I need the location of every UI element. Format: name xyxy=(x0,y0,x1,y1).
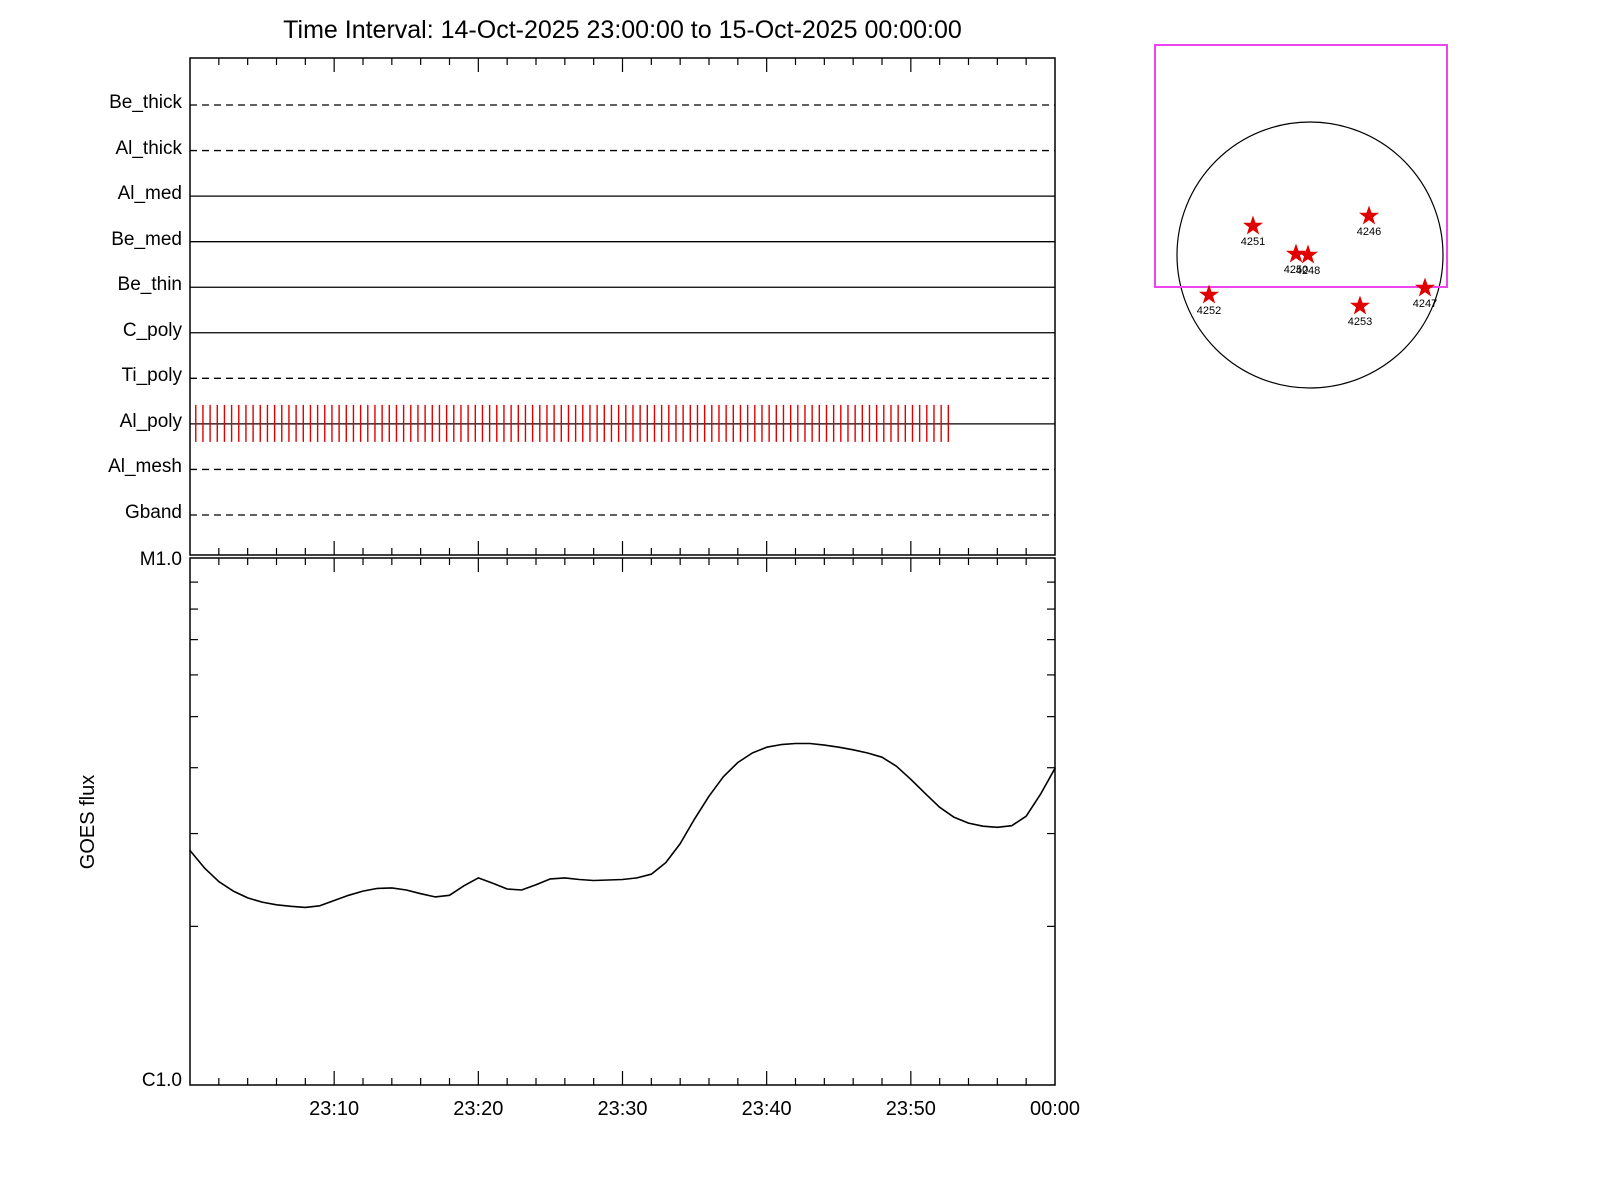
active-region-star-4253 xyxy=(1349,295,1371,315)
active-region-label-4246: 4246 xyxy=(1356,226,1382,238)
goes-flux-panel xyxy=(189,557,1056,1086)
active-region-star-4247 xyxy=(1414,277,1436,297)
solar-limb xyxy=(1176,121,1444,389)
channel-label-al_thick: Al_thick xyxy=(115,137,182,159)
solar-disk-map xyxy=(1154,44,1448,389)
active-region-star-4250 xyxy=(1285,243,1307,263)
xrt-exposure-panel xyxy=(189,57,1056,556)
active-region-star-4248 xyxy=(1297,244,1319,264)
channel-label-gband: Gband xyxy=(124,502,182,523)
active-region-star-4252 xyxy=(1198,284,1220,304)
channel-label-be_thick: Be_thick xyxy=(109,92,182,113)
y-axis-label-bottom: C1.0 xyxy=(141,1070,182,1091)
x-tick-label-2330: 23:30 xyxy=(597,1098,648,1120)
active-region-star-4246 xyxy=(1358,205,1380,225)
goes-flux-curve xyxy=(189,742,1056,909)
active-region-label-4253: 4253 xyxy=(1347,316,1373,328)
channel-label-c_poly: C_poly xyxy=(122,319,182,341)
page-title: Time Interval: 14-Oct-2025 23:00:00 to 1… xyxy=(283,16,962,44)
active-region-star-4251 xyxy=(1242,215,1264,235)
channel-label-al_med: Al_med xyxy=(117,183,182,205)
channel-label-al_poly: Al_poly xyxy=(119,410,182,432)
x-tick-label-2340: 23:40 xyxy=(741,1098,792,1120)
xrt-fov-box xyxy=(1154,44,1448,288)
active-region-label-4247: 4247 xyxy=(1412,298,1438,310)
x-tick-label-2320: 23:20 xyxy=(453,1098,504,1120)
x-tick-label-0000: 00:00 xyxy=(1029,1098,1081,1120)
active-region-label-4252: 4252 xyxy=(1196,305,1222,317)
xrt-panel-frame xyxy=(189,57,1056,556)
channel-label-ti_poly: Ti_poly xyxy=(121,365,182,387)
x-tick-label-2310: 23:10 xyxy=(309,1098,360,1120)
active-region-label-4250: 4250 xyxy=(1283,264,1309,276)
active-region-label-4248: 4248 xyxy=(1295,265,1321,277)
channel-label-be_thin: Be_thin xyxy=(117,274,182,296)
active-region-label-4251: 4251 xyxy=(1240,236,1266,248)
y-axis-label-top: M1.0 xyxy=(139,549,182,570)
channel-label-be_med: Be_med xyxy=(111,228,182,250)
x-tick-label-2350: 23:50 xyxy=(885,1098,936,1120)
channel-label-al_mesh: Al_mesh xyxy=(108,456,182,478)
goes-panel-frame xyxy=(189,557,1056,1086)
goes-flux-axis-title: GOES flux xyxy=(77,774,99,869)
